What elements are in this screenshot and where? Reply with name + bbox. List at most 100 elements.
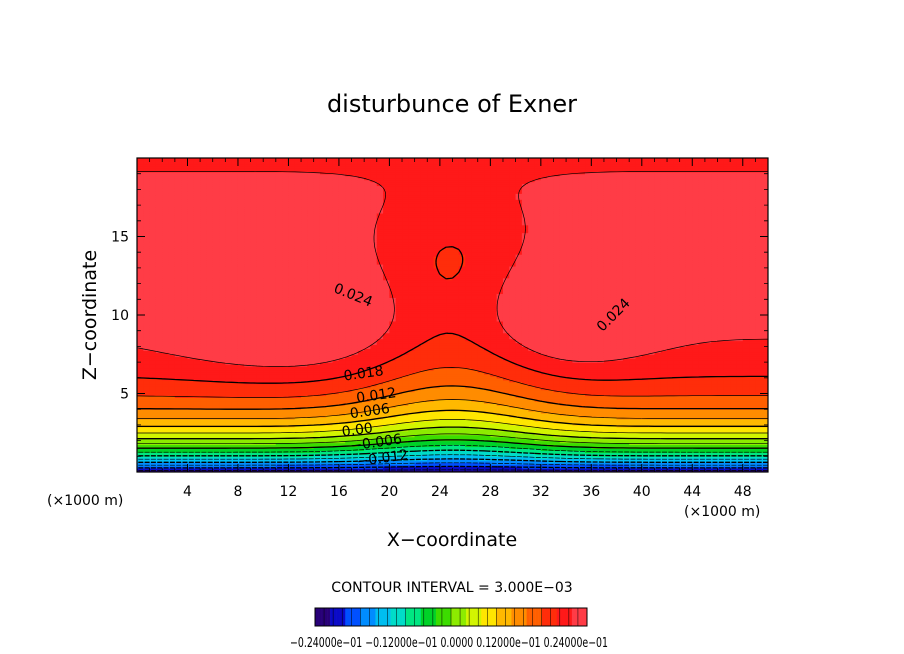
- colorbar-cell: [547, 608, 552, 626]
- y-axis-label: Z−coordinate: [79, 250, 101, 380]
- colorbar: [314, 607, 588, 627]
- y-ticks: 5 10 15: [111, 173, 768, 457]
- contour-line: [137, 385, 768, 410]
- colorbar-cell: [321, 608, 325, 626]
- colorbar-cell: [508, 608, 512, 626]
- colorbar-cell: [387, 608, 391, 626]
- colorbar-cell: [366, 608, 370, 626]
- x-tick-label: 48: [734, 484, 752, 500]
- colorbar-cell: [451, 608, 455, 626]
- colorbar-cell: [324, 608, 328, 626]
- colorbar-cell: [559, 608, 564, 626]
- colorbar-cell: [411, 608, 416, 626]
- x-tick-label: 44: [683, 484, 701, 500]
- contour-interval-text: CONTOUR INTERVAL = 3.000E−03: [331, 580, 572, 596]
- colorbar-cell: [360, 608, 364, 626]
- contour-line: [137, 449, 768, 457]
- x-tick-label: 28: [481, 484, 499, 500]
- x-unit-left: (×1000 m): [47, 493, 123, 509]
- colorbar-cell: [315, 608, 319, 626]
- colorbar-cell: [393, 608, 397, 626]
- colorbar-cell: [577, 608, 582, 626]
- y-tick-label: 5: [120, 387, 129, 403]
- contour-line: [137, 465, 768, 469]
- x-tick-label: 8: [233, 484, 242, 500]
- colorbar-cell: [469, 608, 473, 626]
- colorbar-cell: [339, 608, 343, 626]
- colorbar-cell: [405, 608, 409, 626]
- colorbar-cell: [330, 608, 334, 626]
- colorbar-cell: [481, 608, 485, 626]
- colorbar-cell: [493, 608, 497, 626]
- colorbar-cell: [502, 608, 506, 626]
- colorbar-cell: [378, 608, 382, 626]
- x-tick-label: 16: [330, 484, 348, 500]
- colorbar-cell: [354, 608, 358, 626]
- colorbar-cell: [538, 608, 542, 626]
- contour-line: [137, 433, 768, 445]
- colorbar-cell: [487, 608, 491, 626]
- contour-line: [137, 439, 768, 449]
- colorbar-cell: [535, 608, 539, 626]
- y-tick-label: 15: [111, 230, 129, 246]
- colorbar-cell: [472, 608, 476, 626]
- contour-label: 0.012: [355, 385, 397, 406]
- colorbar-cell: [375, 608, 379, 626]
- colorbar-cell: [432, 608, 437, 626]
- colorbar-cell: [505, 608, 509, 626]
- colorbar-cell: [447, 608, 452, 626]
- colorbar-cell: [438, 608, 443, 626]
- colorbar-cell: [490, 608, 494, 626]
- contour-line: [137, 454, 768, 460]
- contour-line: [137, 409, 768, 428]
- colorbar-cell: [580, 608, 585, 626]
- colorbar-cell: [336, 608, 340, 626]
- colorbar-cell: [565, 608, 570, 626]
- contour-label: −0.006: [349, 431, 403, 454]
- contour-lines: [137, 171, 768, 471]
- colorbar-cell: [529, 608, 533, 626]
- contour-line: [137, 419, 768, 434]
- colorbar-cell: [541, 608, 545, 626]
- x-unit-right: (×1000 m): [684, 504, 760, 520]
- colorbar-cell: [463, 608, 467, 626]
- colorbar-cell: [499, 608, 503, 626]
- contour-line: [137, 444, 768, 453]
- colorbar-cell: [484, 608, 488, 626]
- colorbar-cell: [429, 608, 434, 626]
- colorbar-cell: [384, 608, 388, 626]
- x-tick-label: 36: [582, 484, 600, 500]
- contour-line: [137, 367, 768, 398]
- colorbar-cell: [550, 608, 555, 626]
- colorbar-cell: [460, 608, 464, 626]
- colorbar-cell: [526, 608, 530, 626]
- color-bands: [137, 158, 768, 472]
- plot-area: 0.024 0.0240.0180.0120.0060.00−0.006−0.01…: [111, 157, 769, 500]
- contour-label: −0.012: [356, 447, 410, 470]
- colorbar-cell: [568, 608, 573, 626]
- colorbar-cell: [523, 608, 527, 626]
- colorbar-cell: [475, 608, 479, 626]
- colorbar-cell: [532, 608, 536, 626]
- colorbar-cell: [444, 608, 449, 626]
- colorbar-cell: [514, 608, 518, 626]
- colorbar-cell: [435, 608, 440, 626]
- colorbar-cell: [562, 608, 567, 626]
- colorbar-cell: [466, 608, 470, 626]
- contour-line: [137, 458, 768, 463]
- colorbar-cell: [363, 608, 367, 626]
- colorbar-cell: [496, 608, 500, 626]
- colorbar-cell: [441, 608, 446, 626]
- colorbar-cell: [423, 608, 428, 626]
- colorbar-frame: [314, 607, 588, 627]
- y-tick-label: 10: [111, 308, 129, 324]
- contour-line: [137, 426, 768, 440]
- colorbar-cell: [342, 608, 346, 626]
- contour-line: [137, 469, 768, 471]
- colorbar-cell: [478, 608, 482, 626]
- colorbar-cell: [351, 608, 355, 626]
- colorbar-cell: [327, 608, 331, 626]
- colorbar-cell: [372, 608, 376, 626]
- colorbar-cell: [318, 608, 322, 626]
